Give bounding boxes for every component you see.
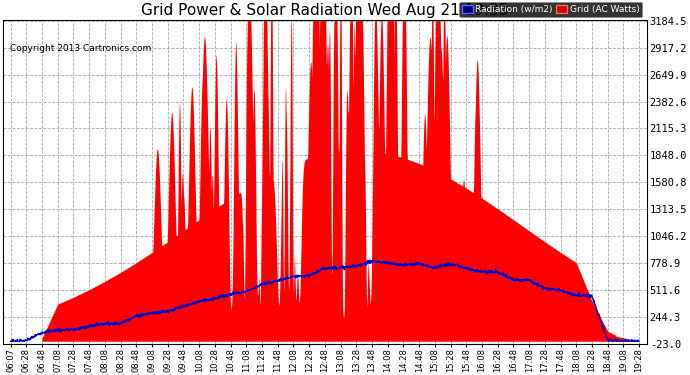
Title: Grid Power & Solar Radiation Wed Aug 21 19:35: Grid Power & Solar Radiation Wed Aug 21 … [141,3,509,18]
Text: Copyright 2013 Cartronics.com: Copyright 2013 Cartronics.com [10,44,152,52]
Legend: Radiation (w/m2), Grid (AC Watts): Radiation (w/m2), Grid (AC Watts) [459,2,642,16]
